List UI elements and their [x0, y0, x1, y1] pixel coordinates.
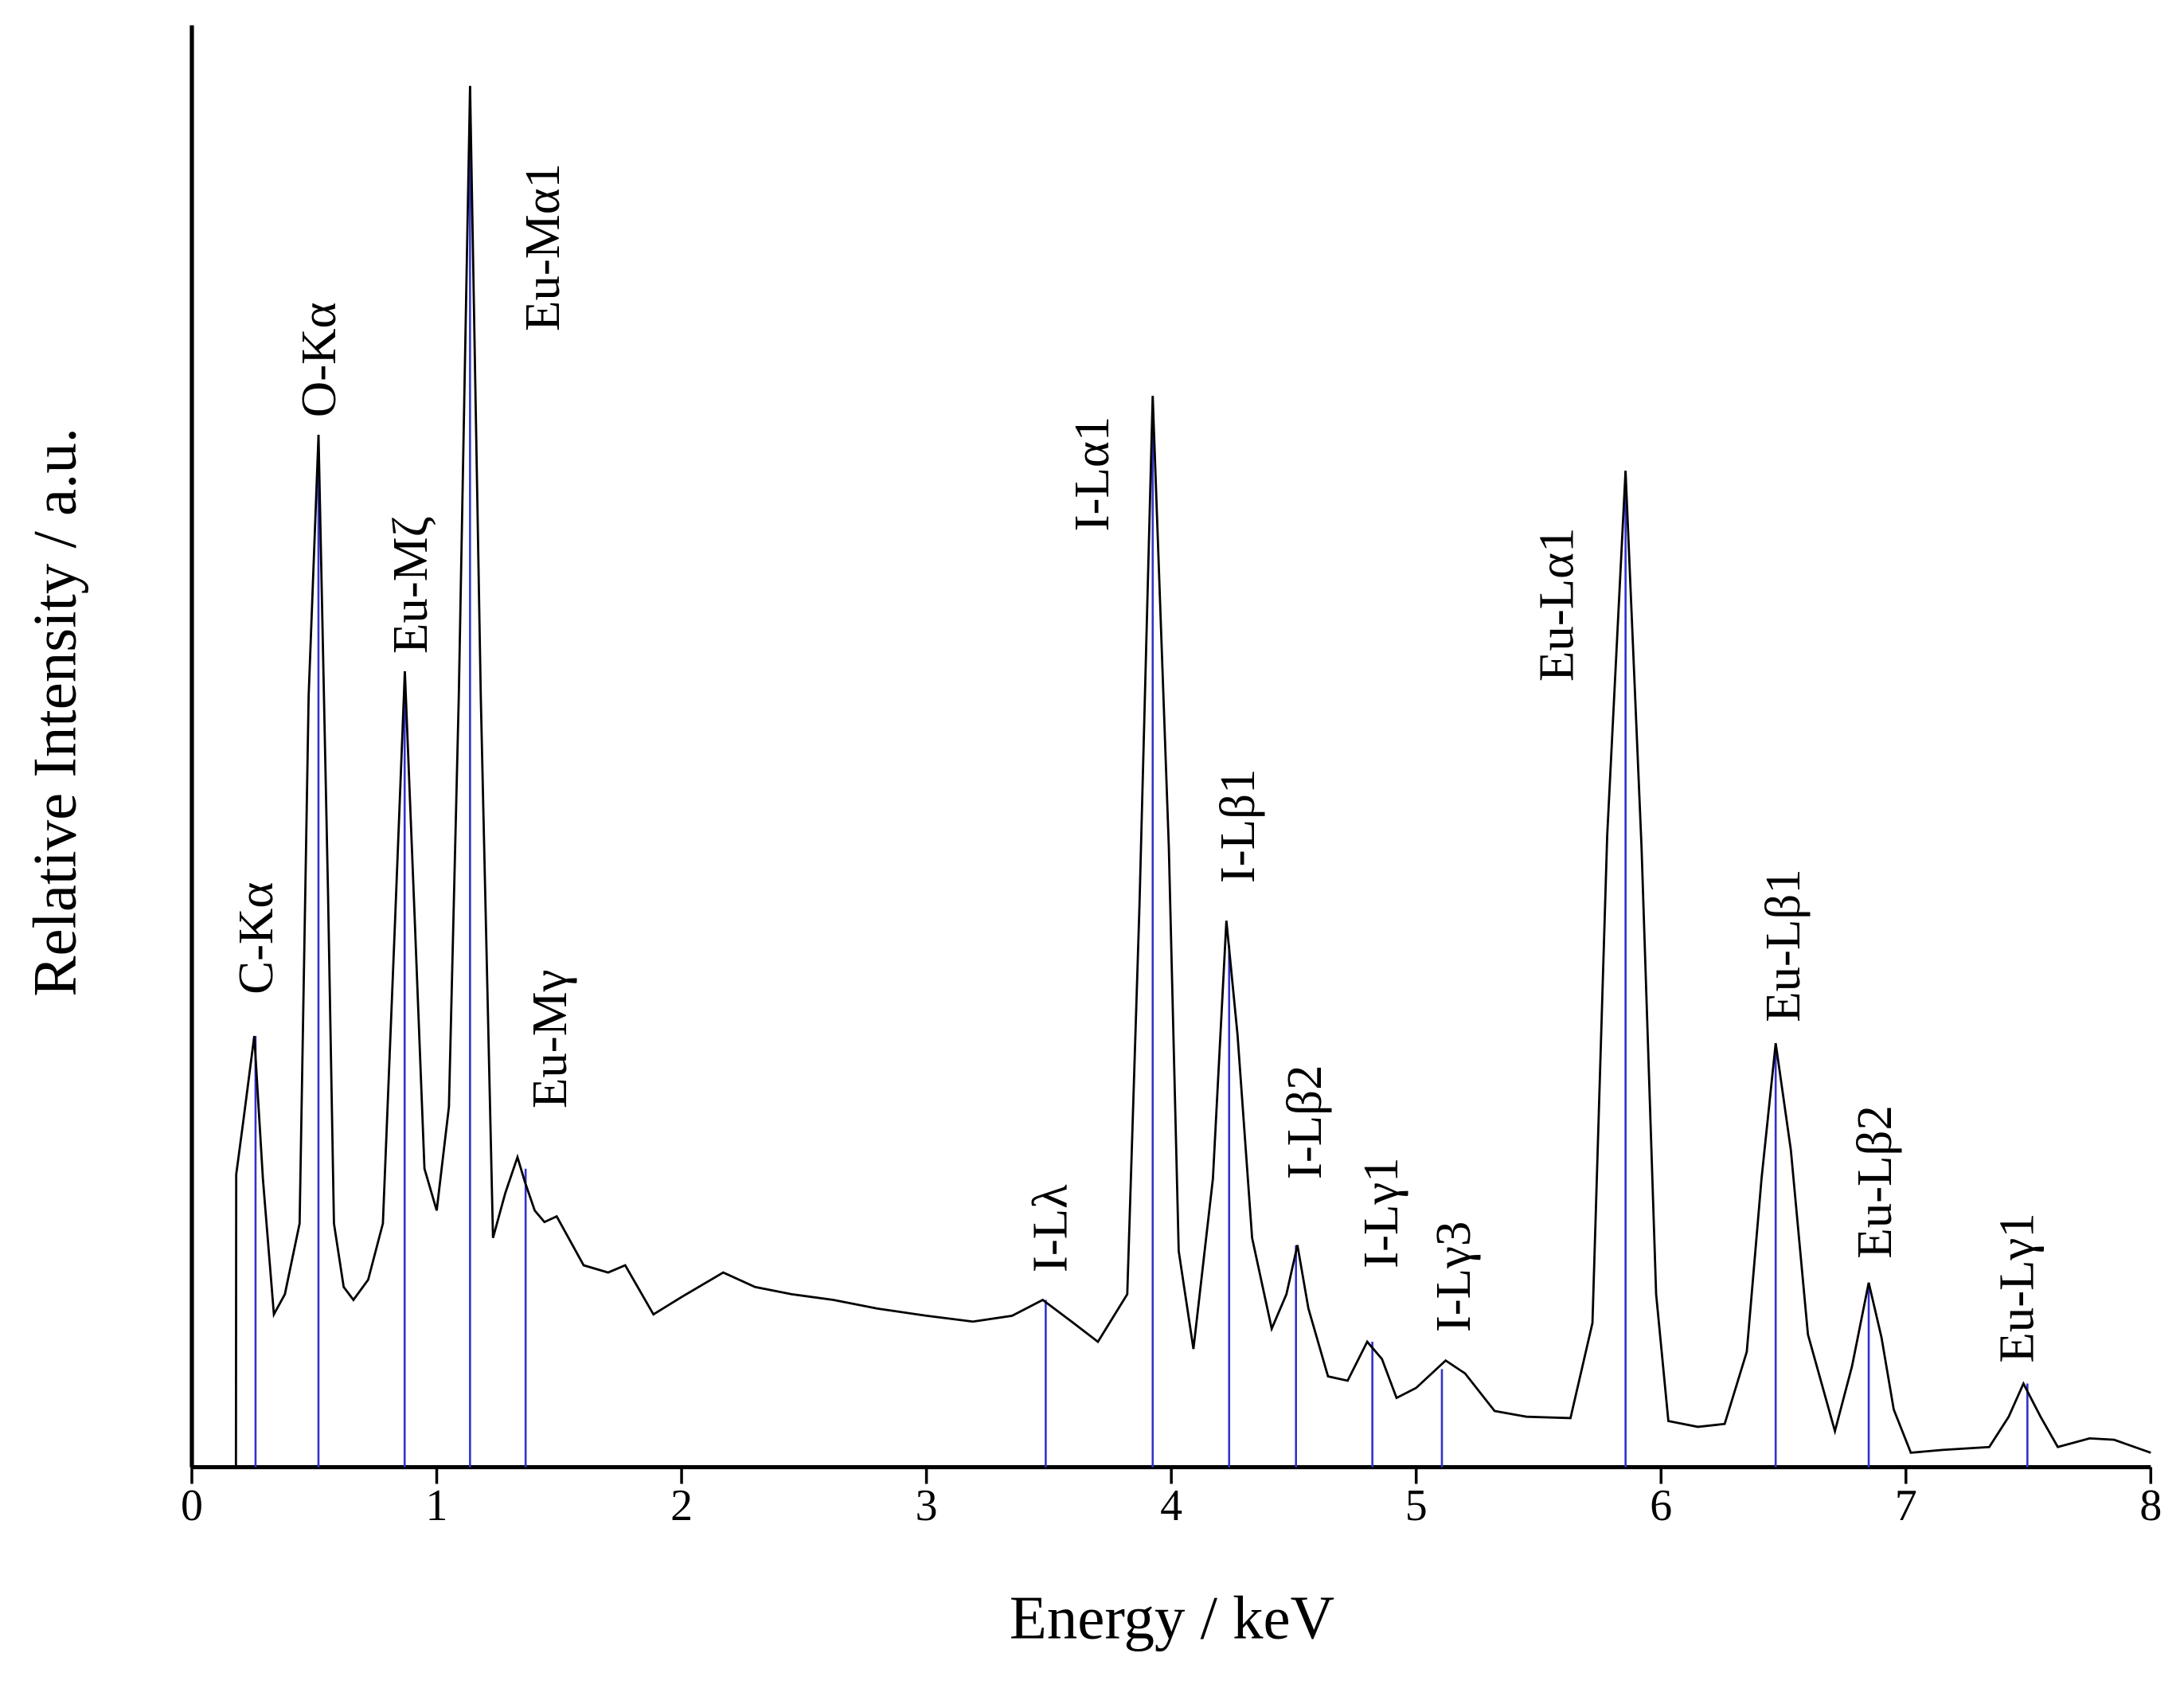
x-tick-label: 4 [1160, 1481, 1182, 1530]
peak-label: Eu-Lγ1 [1988, 1213, 2044, 1362]
peak-label: I-Lβ2 [1276, 1065, 1332, 1179]
x-axis-label: Energy / keV [1010, 1584, 1334, 1651]
x-tick-label: 7 [1895, 1481, 1917, 1530]
peak-label: Eu-Mα1 [514, 163, 570, 331]
peak-label: Eu-Lβ1 [1755, 869, 1811, 1022]
peak-label: Eu-Lβ2 [1846, 1105, 1902, 1259]
peak-label: I-Lγ1 [1353, 1157, 1408, 1268]
x-tick-label: 2 [670, 1481, 693, 1530]
peak-label: Eu-Mζ [382, 516, 438, 654]
peak-label: C-Kα [228, 882, 283, 995]
peak-label: I-Lλ [1022, 1184, 1078, 1272]
x-tick-label: 1 [426, 1481, 448, 1530]
x-tick-label: 5 [1405, 1481, 1428, 1530]
peak-label: O-Kα [291, 303, 346, 418]
peak-label: I-Lβ1 [1209, 768, 1265, 883]
peak-label: I-Lα1 [1064, 416, 1119, 532]
peak-label: Eu-Mγ [522, 970, 577, 1108]
peak-label: Eu-Lα1 [1528, 527, 1584, 682]
spectrum [234, 85, 2151, 1468]
x-tick-label: 8 [2139, 1481, 2162, 1530]
peak-label: I-Lγ3 [1425, 1221, 1481, 1332]
x-tick-label: 3 [916, 1481, 938, 1530]
y-axis-label: Relative Intensity / a.u. [21, 428, 88, 997]
x-tick-label: 6 [1650, 1481, 1672, 1530]
x-tick-label: 0 [181, 1481, 203, 1530]
